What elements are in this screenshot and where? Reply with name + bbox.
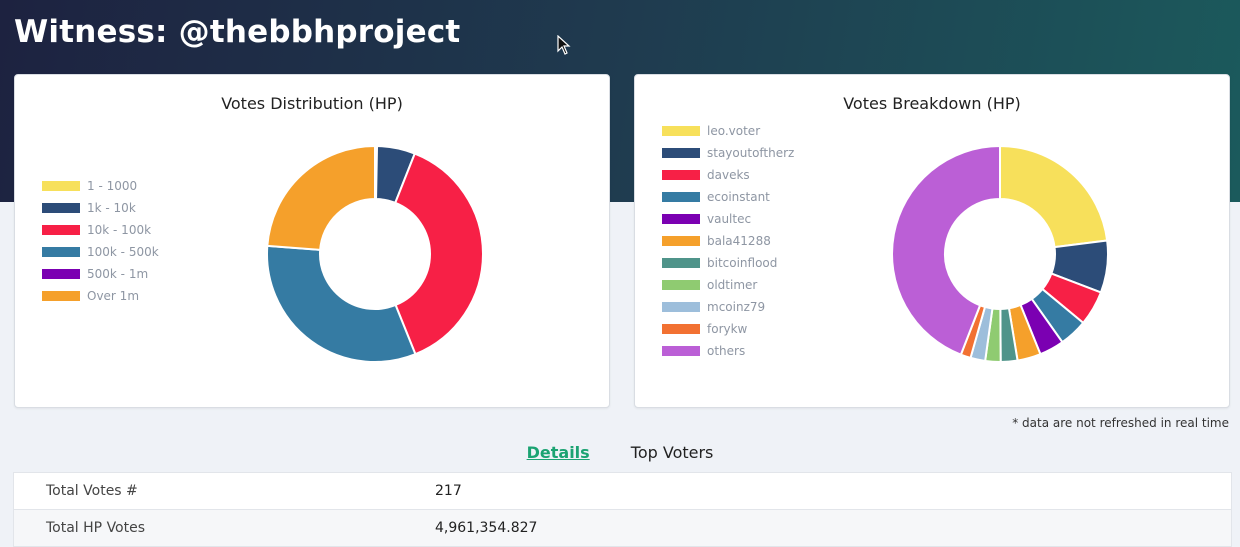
legend-label: vaultec bbox=[707, 212, 752, 226]
breakdown-chart-title: Votes Breakdown (HP) bbox=[843, 94, 1021, 113]
donut-slice-leo-voter[interactable] bbox=[999, 144, 1109, 249]
legend-swatch bbox=[662, 346, 700, 356]
legend-swatch bbox=[42, 181, 80, 191]
table-row: Total Votes # 217 bbox=[14, 473, 1231, 510]
legend-swatch bbox=[662, 170, 700, 180]
legend-item[interactable]: oldtimer bbox=[662, 274, 794, 296]
legend-label: ecoinstant bbox=[707, 190, 770, 204]
distribution-legend: 1 - 1000 1k - 10k 10k - 100k 100k - 500k… bbox=[42, 175, 159, 307]
legend-item[interactable]: bitcoinflood bbox=[662, 252, 794, 274]
legend-label: oldtimer bbox=[707, 278, 758, 292]
legend-label: stayoutoftherz bbox=[707, 146, 795, 160]
breakdown-legend: leo.voter stayoutoftherz daveks ecoinsta… bbox=[662, 120, 794, 362]
tab-bar: Details Top Voters bbox=[0, 443, 1240, 462]
donut-slice-over-1m[interactable] bbox=[266, 144, 376, 251]
legend-swatch bbox=[42, 269, 80, 279]
legend-swatch bbox=[662, 236, 700, 246]
legend-item[interactable]: mcoinz79 bbox=[662, 296, 794, 318]
table-row: Total HP Votes 4,961,354.827 bbox=[14, 510, 1231, 547]
legend-item[interactable]: 1k - 10k bbox=[42, 197, 159, 219]
legend-swatch bbox=[42, 247, 80, 257]
legend-label: forykw bbox=[707, 322, 748, 336]
legend-label: others bbox=[707, 344, 746, 358]
details-table: Total Votes # 217 Total HP Votes 4,961,3… bbox=[13, 472, 1232, 547]
legend-swatch bbox=[662, 214, 700, 224]
legend-swatch bbox=[42, 225, 80, 235]
legend-swatch bbox=[662, 126, 700, 136]
legend-item[interactable]: ecoinstant bbox=[662, 186, 794, 208]
page-title: Witness: @thebbhproject bbox=[14, 14, 461, 50]
legend-item[interactable]: daveks bbox=[662, 164, 794, 186]
breakdown-donut-chart bbox=[891, 144, 1109, 364]
total-hp-votes-value: 4,961,354.827 bbox=[435, 520, 538, 536]
legend-swatch bbox=[662, 280, 700, 290]
legend-label: bala41288 bbox=[707, 234, 771, 248]
tab-top-voters[interactable]: Top Voters bbox=[630, 443, 714, 462]
votes-distribution-card: Votes Distribution (HP) 1 - 1000 1k - 10… bbox=[14, 74, 610, 408]
legend-label: leo.voter bbox=[707, 124, 761, 138]
donut-slice-100k-500k[interactable] bbox=[266, 244, 417, 363]
distribution-chart-title: Votes Distribution (HP) bbox=[221, 94, 403, 113]
legend-item[interactable]: Over 1m bbox=[42, 285, 159, 307]
total-hp-votes-label: Total HP Votes bbox=[46, 520, 146, 536]
legend-swatch bbox=[662, 324, 700, 334]
legend-item[interactable]: 500k - 1m bbox=[42, 263, 159, 285]
votes-breakdown-card: Votes Breakdown (HP) leo.voter stayoutof… bbox=[634, 74, 1230, 408]
legend-label: daveks bbox=[707, 168, 750, 182]
legend-swatch bbox=[662, 192, 700, 202]
legend-swatch bbox=[662, 148, 700, 158]
legend-item[interactable]: others bbox=[662, 340, 794, 362]
legend-swatch bbox=[662, 258, 700, 268]
donut-slice-10k-100k[interactable] bbox=[393, 152, 484, 356]
refresh-note: * data are not refreshed in real time bbox=[1012, 416, 1229, 430]
legend-label: 1k - 10k bbox=[87, 201, 136, 215]
tab-details[interactable]: Details bbox=[526, 443, 590, 462]
legend-label: 10k - 100k bbox=[87, 223, 152, 237]
legend-label: Over 1m bbox=[87, 289, 140, 303]
legend-swatch bbox=[42, 203, 80, 213]
distribution-donut-chart bbox=[266, 144, 484, 363]
legend-label: 1 - 1000 bbox=[87, 179, 138, 193]
total-votes-label: Total Votes # bbox=[46, 483, 138, 499]
legend-item[interactable]: 10k - 100k bbox=[42, 219, 159, 241]
mouse-cursor-icon bbox=[557, 35, 571, 55]
legend-label: bitcoinflood bbox=[707, 256, 778, 270]
legend-item[interactable]: 1 - 1000 bbox=[42, 175, 159, 197]
legend-label: mcoinz79 bbox=[707, 300, 766, 314]
legend-item[interactable]: 100k - 500k bbox=[42, 241, 159, 263]
legend-item[interactable]: vaultec bbox=[662, 208, 794, 230]
legend-item[interactable]: forykw bbox=[662, 318, 794, 340]
donut-slice-others[interactable] bbox=[891, 144, 1001, 356]
legend-item[interactable]: leo.voter bbox=[662, 120, 794, 142]
total-votes-value: 217 bbox=[435, 483, 462, 499]
legend-label: 100k - 500k bbox=[87, 245, 159, 259]
legend-label: 500k - 1m bbox=[87, 267, 149, 281]
legend-item[interactable]: bala41288 bbox=[662, 230, 794, 252]
legend-swatch bbox=[662, 302, 700, 312]
legend-swatch bbox=[42, 291, 80, 301]
legend-item[interactable]: stayoutoftherz bbox=[662, 142, 794, 164]
